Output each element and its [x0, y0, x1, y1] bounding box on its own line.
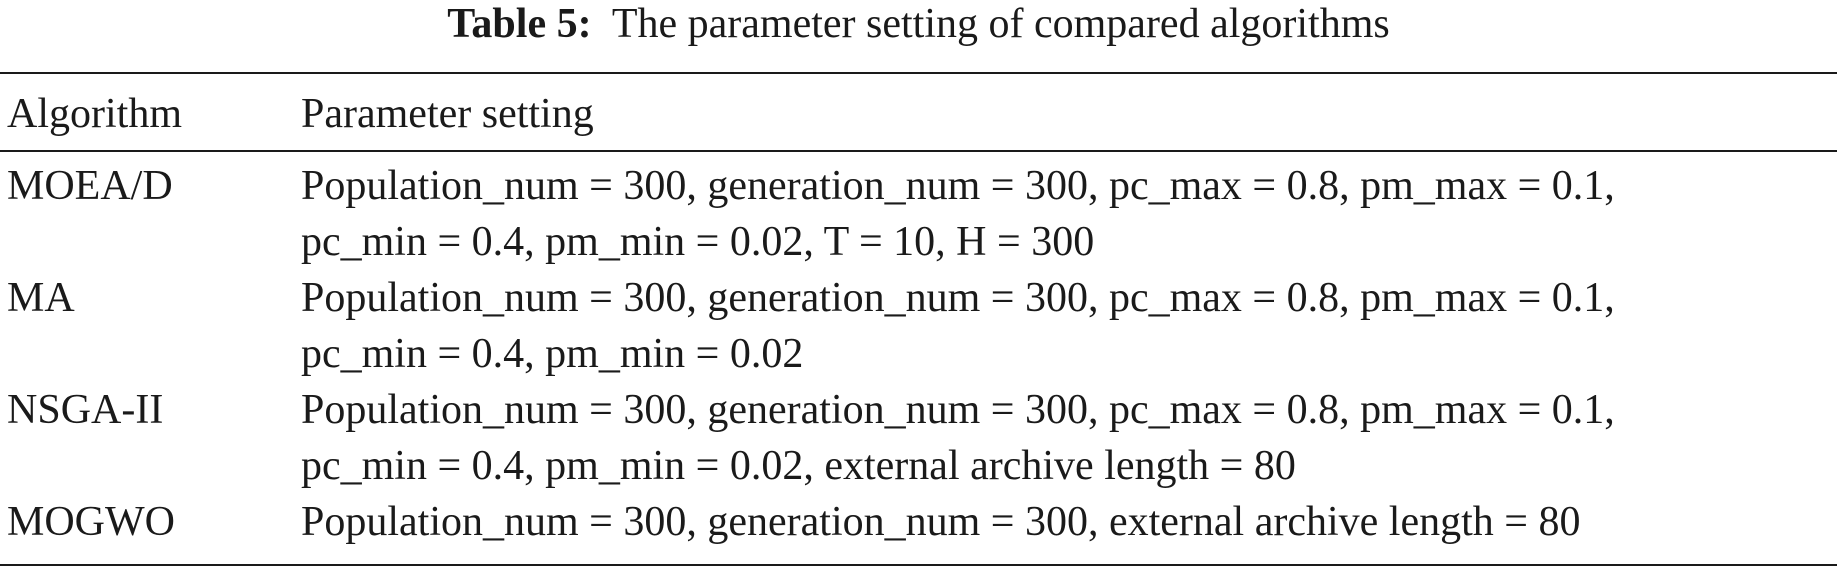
parameter-line: Population_num = 300, generation_num = 3… — [301, 163, 1615, 209]
algorithm-cell: MA — [7, 275, 75, 321]
table-caption: Table 5: The parameter setting of compar… — [0, 0, 1837, 56]
table-row: MA Population_num = 300, generation_num … — [0, 270, 1837, 382]
parameter-line: Population_num = 300, generation_num = 3… — [301, 387, 1615, 433]
parameter-line: Population_num = 300, generation_num = 3… — [301, 499, 1581, 545]
table-body: MOEA/D Population_num = 300, generation_… — [0, 158, 1837, 550]
table-caption-text: The parameter setting of compared algori… — [611, 1, 1390, 47]
algorithm-cell: MOEA/D — [7, 163, 173, 209]
parameter-line: pc_min = 0.4, pm_min = 0.02, T = 10, H =… — [301, 219, 1095, 265]
table-row: MOGWO Population_num = 300, generation_n… — [0, 494, 1837, 550]
table-row: NSGA-II Population_num = 300, generation… — [0, 382, 1837, 494]
parameter-cell: Population_num = 300, generation_num = 3… — [301, 494, 1837, 550]
table-header-rule — [0, 150, 1837, 152]
table-caption-label: Table 5: — [447, 1, 592, 47]
parameter-line: Population_num = 300, generation_num = 3… — [301, 275, 1615, 321]
parameter-cell: Population_num = 300, generation_num = 3… — [301, 382, 1837, 494]
parameter-cell: Population_num = 300, generation_num = 3… — [301, 158, 1837, 270]
parameter-line: pc_min = 0.4, pm_min = 0.02, external ar… — [301, 443, 1296, 489]
header-algorithm: Algorithm — [7, 91, 182, 137]
header-parameter-setting: Parameter setting — [301, 91, 594, 137]
algorithm-cell: NSGA-II — [7, 387, 164, 433]
algorithm-cell: MOGWO — [7, 499, 175, 545]
parameter-line: pc_min = 0.4, pm_min = 0.02 — [301, 331, 804, 377]
table-row: MOEA/D Population_num = 300, generation_… — [0, 158, 1837, 270]
table-header-row: Algorithm Parameter setting — [0, 84, 1837, 144]
table-bottom-rule — [0, 564, 1837, 566]
table-top-rule — [0, 72, 1837, 74]
parameter-cell: Population_num = 300, generation_num = 3… — [301, 270, 1837, 382]
